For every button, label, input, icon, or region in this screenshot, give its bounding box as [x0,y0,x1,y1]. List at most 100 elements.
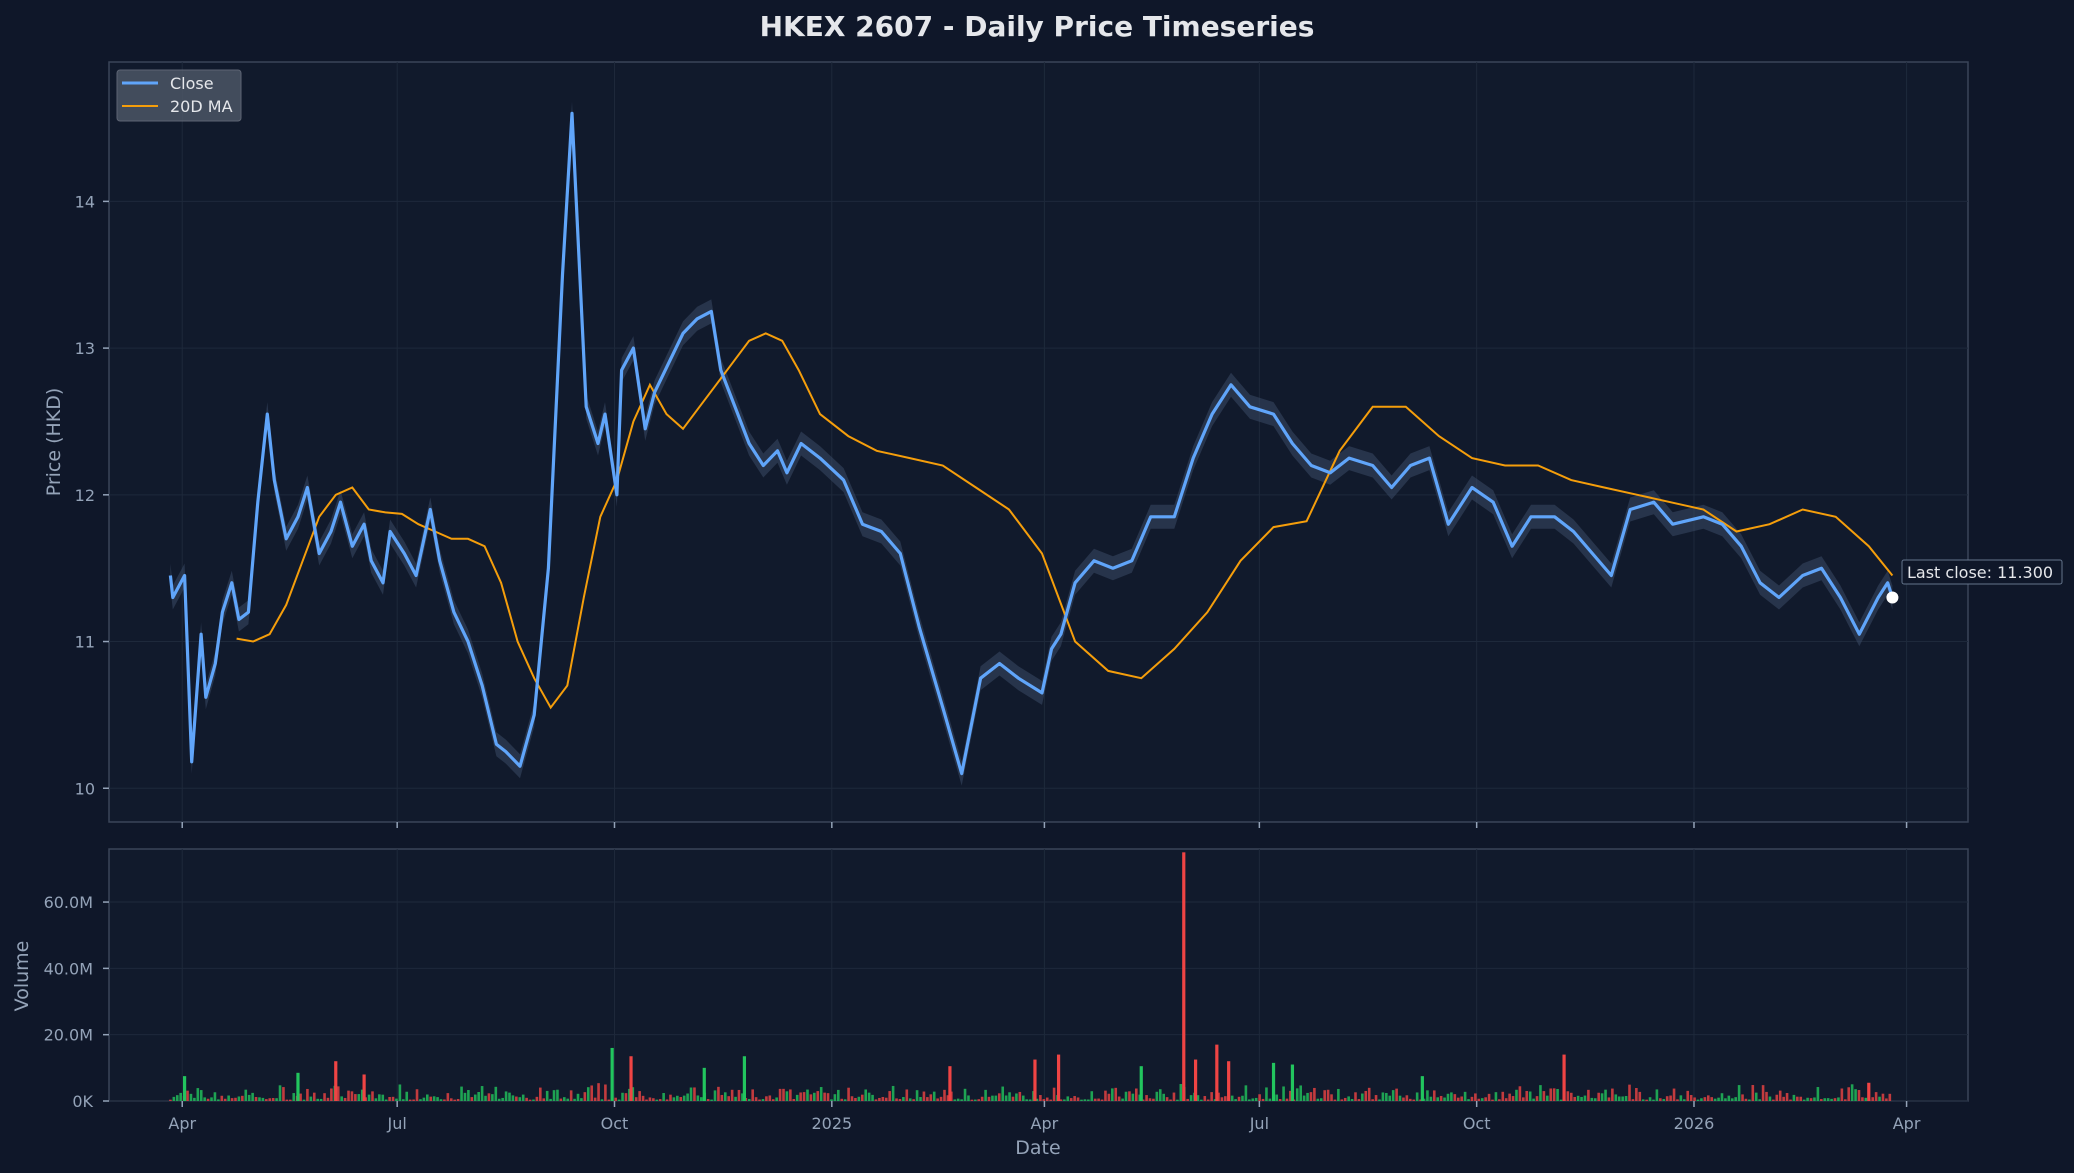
volume-bar [1583,1095,1587,1101]
volume-bar [1857,1090,1861,1101]
volume-bar [747,1098,751,1101]
volume-bar [265,1099,268,1101]
volume-bar [1556,1088,1559,1101]
volume-bar [1412,1099,1416,1101]
volume-bar [884,1097,888,1101]
volume-bar [1148,1098,1152,1101]
volume-bar [378,1094,381,1101]
volume-bar [1669,1095,1672,1101]
price-panel [108,61,1969,823]
volume-bar [1237,1096,1241,1101]
volume-bar [1093,1098,1097,1101]
volume-bar [1854,1089,1857,1101]
volume-bar [1573,1096,1577,1101]
volume-bar [919,1097,922,1101]
volume-bar [802,1092,806,1101]
volume-bar [706,1099,710,1101]
volume-bar [282,1087,285,1101]
volume-bar [926,1097,929,1101]
volume-y-label: Volume [11,941,33,1012]
volume-bar [556,1089,559,1101]
volume-bar [1432,1090,1436,1101]
volume-bar [528,1099,532,1101]
volume-bar [905,1089,909,1101]
price-y-label: Price (HKD) [43,388,65,497]
volume-bar [1693,1097,1696,1101]
volume-bar [1429,1096,1433,1101]
legend-20d-ma: 20D MA [170,97,233,116]
volume-bar [1251,1098,1255,1101]
volume-bar [446,1093,450,1101]
volume-bar [477,1091,480,1101]
volume-bar [391,1096,395,1101]
volume-bar [182,1076,187,1101]
volume-bar [1367,1087,1371,1101]
volume-bar [484,1095,487,1101]
volume-bar [727,1096,731,1101]
volume-bar [1607,1097,1611,1101]
volume-bar [525,1097,528,1101]
x-tick-label: Apr [168,1114,196,1133]
volume-bar [967,1095,970,1101]
volume-bar [809,1094,813,1101]
volume-bar [1700,1098,1703,1101]
volume-bar [326,1097,330,1101]
volume-bar [1145,1095,1148,1101]
volume-bar [1549,1088,1553,1101]
volume-bar [381,1094,385,1101]
volume-bar [912,1099,915,1101]
volume-bar [1689,1095,1693,1101]
volume-bar [1018,1091,1022,1101]
volume-bar [1772,1099,1775,1101]
volume-bar [984,1089,987,1101]
volume-bar [1087,1099,1090,1101]
volume-bar [782,1088,785,1101]
volume-bar [1405,1095,1409,1101]
volume-bar [1381,1092,1385,1101]
volume-bar [1546,1095,1549,1101]
volume-bar [306,1088,309,1101]
volume-bar [552,1090,556,1101]
volume-bar [648,1097,652,1101]
volume-bar [1665,1096,1669,1101]
volume-bar [1295,1088,1299,1101]
volume-bar [987,1096,991,1101]
volume-y-axis: 0K 20.0M 40.0M 60.0M [44,893,109,1111]
volume-bar [1881,1093,1885,1101]
volume-bar [997,1093,1001,1101]
volume-bar [655,1099,659,1101]
volume-bar [1162,1093,1165,1101]
volume-bar [542,1098,546,1101]
volume-bar [922,1091,926,1101]
volume-bar [1066,1096,1070,1101]
volume-bar [1124,1091,1128,1101]
volume-bar [702,1067,706,1101]
volume-bar [425,1094,429,1101]
volume-bar [751,1089,754,1101]
volume-bar [1189,1095,1193,1101]
volume-bar [593,1097,597,1101]
volume-bar [1227,1061,1231,1101]
volume-bar [419,1099,422,1101]
volume-bar [1299,1085,1302,1101]
volume-bar [473,1094,477,1101]
volume-bar [1200,1099,1203,1101]
volume-bar [717,1086,720,1101]
volume-bar [563,1097,566,1101]
volume-bar [652,1098,655,1101]
volume-bar [362,1074,366,1101]
volume-bar [1587,1089,1590,1101]
volume-bar [1186,1098,1189,1101]
volume-bar [1015,1093,1018,1101]
volume-bar [395,1098,398,1101]
volume-bar [932,1091,936,1101]
volume-bar [1169,1099,1172,1101]
volume-bar [1826,1098,1830,1101]
volume-bar [1333,1099,1337,1101]
x-tick-label: Oct [1463,1114,1491,1133]
volume-bar [347,1090,350,1101]
volume-bar [1290,1064,1295,1101]
volume-bar [1388,1095,1392,1101]
volume-bar [1069,1098,1073,1101]
volume-bar [1350,1099,1354,1101]
